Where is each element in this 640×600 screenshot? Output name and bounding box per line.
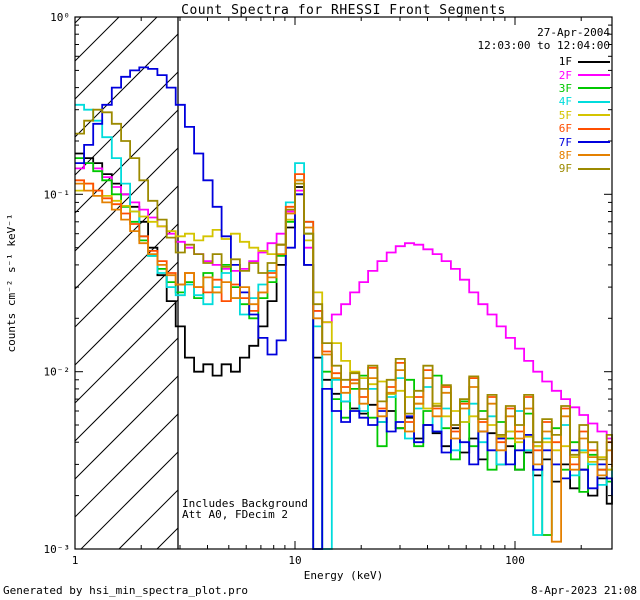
legend-label-3F: 3F xyxy=(558,81,572,95)
legend-label-7F: 7F xyxy=(558,135,572,149)
legend-color-line-4F xyxy=(578,100,610,103)
legend-label-2F: 2F xyxy=(558,68,572,82)
legend-item-3F: 3F xyxy=(559,82,610,95)
y-tick-label: 10⁻¹ xyxy=(44,188,71,201)
legend-label-1F: 1F xyxy=(558,55,572,69)
x-axis-label: Energy (keV) xyxy=(304,569,383,582)
legend-color-line-9F xyxy=(578,167,610,170)
annotation-includes-background: Includes Background xyxy=(182,497,308,510)
hatch-line xyxy=(74,413,179,518)
series-line-7F xyxy=(75,66,613,550)
legend-color-line-1F xyxy=(578,60,610,63)
series-line-4F xyxy=(75,103,613,550)
hatch-line xyxy=(74,337,179,442)
x-tick-label: 10 xyxy=(288,554,301,567)
legend-label-9F: 9F xyxy=(558,162,572,176)
x-tick-label: 100 xyxy=(505,554,525,567)
legend-item-2F: 2F xyxy=(558,68,610,82)
legend-color-line-7F xyxy=(578,141,610,144)
legend-item-6F: 6F xyxy=(559,122,610,135)
y-tick-label: 10⁰ xyxy=(50,11,70,24)
hatch-line xyxy=(74,223,179,328)
legend-label-6F: 6F xyxy=(558,122,572,136)
hatch-line xyxy=(74,375,179,480)
plot-frame xyxy=(74,16,613,550)
series-line-8F xyxy=(75,179,613,543)
hatch-line xyxy=(118,489,179,550)
obs-date: 27-Apr-2004 xyxy=(537,26,610,39)
legend-label-4F: 4F xyxy=(558,95,572,109)
legend-color-line-5F xyxy=(578,114,610,117)
series-line-9F xyxy=(75,108,613,461)
legend-item-9F: 9F xyxy=(559,162,610,175)
hatch-line xyxy=(74,16,120,62)
hatch-line xyxy=(74,16,158,100)
hatch-line xyxy=(74,147,179,252)
legend-color-line-2F xyxy=(578,74,610,77)
hatch-line xyxy=(74,261,179,366)
legend: 1F 2F 3F 4F 5F 6F 7F 8F 9F xyxy=(559,55,610,176)
legend-item-4F: 4F xyxy=(559,95,610,108)
plot-title: Count Spectra for RHESSI Front Segments xyxy=(181,3,506,18)
legend-color-line-3F xyxy=(578,87,610,90)
legend-color-line-6F xyxy=(578,127,610,130)
annotation-attenuator-state: Att A0, FDecim 2 xyxy=(182,508,288,521)
footer-timestamp: 8-Apr-2023 21:08 xyxy=(531,584,637,597)
x-tick-label: 1 xyxy=(72,554,79,567)
y-axis-label: counts cm⁻² s⁻¹ keV⁻¹ xyxy=(5,213,18,352)
hatch-line xyxy=(74,71,179,176)
series-line-5F xyxy=(75,182,613,471)
obs-time-interval: 12:03:00 to 12:04:00 xyxy=(477,39,610,52)
hatch-line xyxy=(74,185,179,290)
footer-generator-text: Generated by hsi_min_spectra_plot.pro xyxy=(3,584,249,597)
legend-item-8F: 8F xyxy=(559,149,610,162)
legend-item-5F: 5F xyxy=(559,109,610,122)
y-tick-label: 10⁻² xyxy=(44,366,71,379)
legend-item-1F: 1F xyxy=(559,55,610,68)
y-tick-label: 10⁻³ xyxy=(44,543,71,556)
legend-label-5F: 5F xyxy=(558,108,572,122)
hatch-line xyxy=(74,299,179,404)
hatch-line xyxy=(74,16,82,24)
hatch-line xyxy=(156,527,179,550)
series-line-2F xyxy=(75,162,613,447)
legend-item-7F: 7F xyxy=(558,135,610,149)
hatch-line xyxy=(80,451,179,550)
hatch-line xyxy=(74,109,179,214)
legend-color-line-8F xyxy=(578,154,610,157)
legend-label-8F: 8F xyxy=(558,148,572,162)
